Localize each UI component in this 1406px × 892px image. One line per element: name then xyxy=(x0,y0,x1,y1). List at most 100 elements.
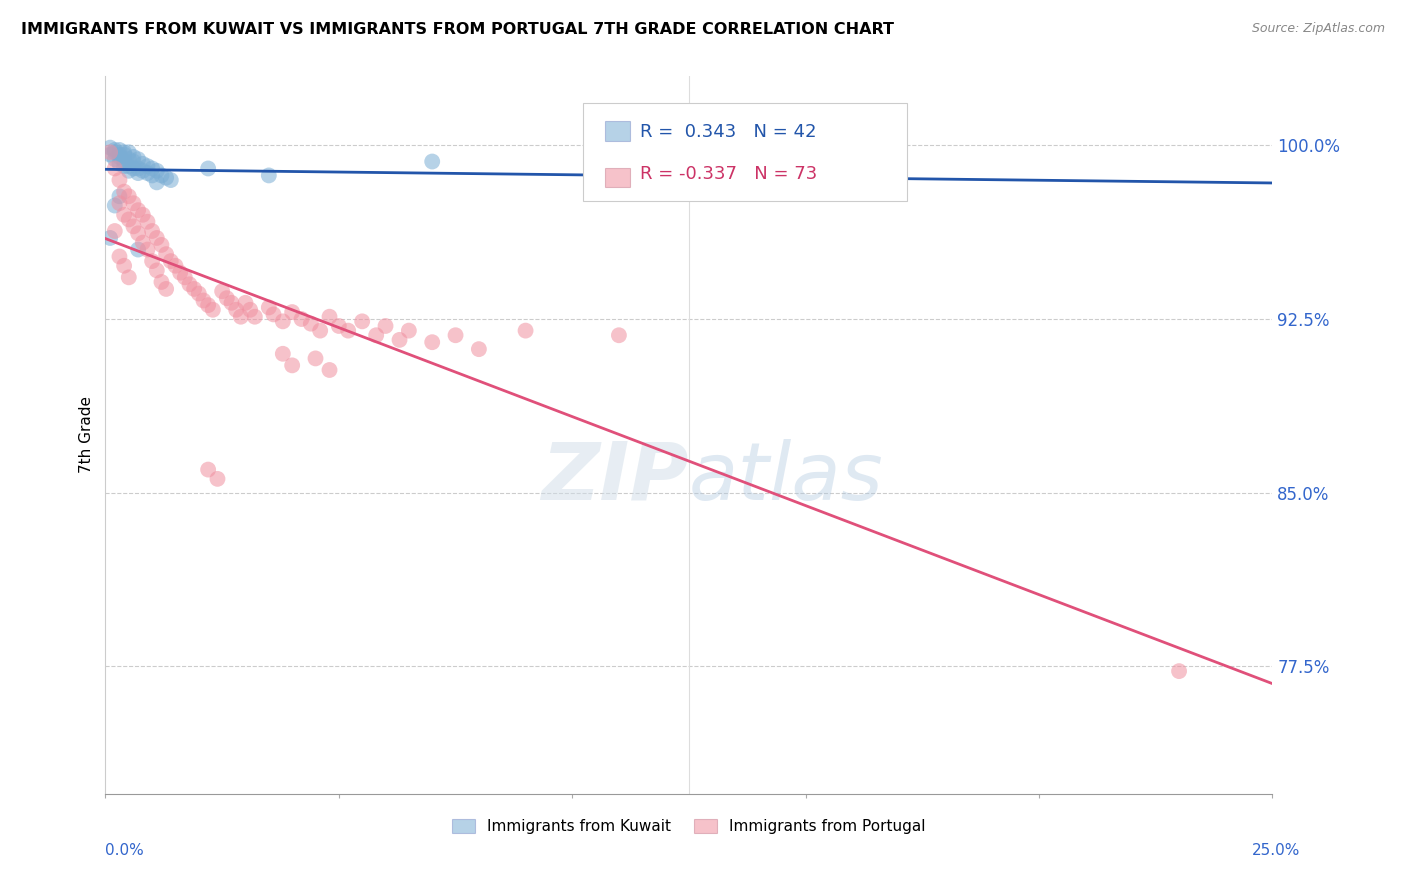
Point xyxy=(122,150,145,164)
Point xyxy=(146,231,169,245)
Text: IMMIGRANTS FROM KUWAIT VS IMMIGRANTS FROM PORTUGAL 7TH GRADE CORRELATION CHART: IMMIGRANTS FROM KUWAIT VS IMMIGRANTS FRO… xyxy=(21,22,894,37)
Point xyxy=(229,310,252,324)
Point xyxy=(271,347,294,361)
Point xyxy=(127,161,149,176)
Point xyxy=(304,351,326,366)
Point xyxy=(197,462,219,476)
Point xyxy=(150,169,173,183)
Point xyxy=(197,161,219,176)
Point xyxy=(112,145,135,160)
Point xyxy=(257,169,280,183)
Point xyxy=(420,154,443,169)
Point xyxy=(132,157,155,171)
Point xyxy=(112,159,135,173)
Point xyxy=(299,317,322,331)
Point xyxy=(122,161,145,176)
Point xyxy=(159,173,181,187)
Point xyxy=(104,145,127,160)
Point xyxy=(132,208,155,222)
Point xyxy=(468,342,491,356)
Point xyxy=(352,314,374,328)
Point xyxy=(374,318,396,333)
Point xyxy=(132,163,155,178)
Point xyxy=(146,163,169,178)
Point xyxy=(127,166,149,180)
Point xyxy=(98,145,121,160)
Point xyxy=(108,189,131,203)
Point xyxy=(290,312,312,326)
Point xyxy=(193,293,215,308)
Point xyxy=(585,170,607,185)
Point xyxy=(159,254,181,268)
Point xyxy=(243,310,266,324)
Text: ZIP: ZIP xyxy=(541,439,689,517)
Point xyxy=(136,166,159,180)
Point xyxy=(155,247,177,261)
Text: 25.0%: 25.0% xyxy=(1253,843,1301,858)
Point xyxy=(104,143,127,157)
Point xyxy=(221,295,243,310)
Point xyxy=(225,302,247,317)
Point xyxy=(118,163,141,178)
Point xyxy=(118,145,141,160)
Point xyxy=(108,157,131,171)
Point xyxy=(197,298,219,312)
Text: atlas: atlas xyxy=(689,439,884,517)
Point xyxy=(127,203,149,218)
Point xyxy=(215,291,238,305)
Point xyxy=(155,170,177,185)
Point xyxy=(108,250,131,264)
Point xyxy=(112,208,135,222)
Point xyxy=(118,189,141,203)
Point xyxy=(398,324,420,338)
Point xyxy=(104,152,127,166)
Point xyxy=(1168,664,1191,678)
Point xyxy=(108,147,131,161)
Point xyxy=(183,282,205,296)
Point xyxy=(271,314,294,328)
Point xyxy=(173,270,195,285)
Point xyxy=(141,224,163,238)
Text: 0.0%: 0.0% xyxy=(105,843,145,858)
Point xyxy=(211,284,233,298)
Point xyxy=(337,324,360,338)
Point xyxy=(388,333,411,347)
Point xyxy=(112,154,135,169)
Point xyxy=(98,231,121,245)
Point xyxy=(263,307,285,321)
Point xyxy=(132,235,155,250)
Y-axis label: 7th Grade: 7th Grade xyxy=(79,396,94,474)
Point xyxy=(235,295,257,310)
Point xyxy=(122,219,145,234)
Point xyxy=(112,259,135,273)
Point xyxy=(318,363,340,377)
Point xyxy=(108,150,131,164)
Point xyxy=(366,328,388,343)
Point xyxy=(108,173,131,187)
Point xyxy=(136,215,159,229)
Point xyxy=(318,310,340,324)
Point xyxy=(239,302,262,317)
Point xyxy=(165,259,187,273)
Point xyxy=(141,161,163,176)
Point xyxy=(118,270,141,285)
Point xyxy=(155,282,177,296)
Point xyxy=(201,302,224,317)
Point xyxy=(515,324,537,338)
Point xyxy=(187,286,209,301)
Text: R = -0.337   N = 73: R = -0.337 N = 73 xyxy=(640,165,817,183)
Text: Source: ZipAtlas.com: Source: ZipAtlas.com xyxy=(1251,22,1385,36)
Point xyxy=(118,212,141,227)
Point xyxy=(607,328,630,343)
Point xyxy=(179,277,201,292)
Point xyxy=(328,318,350,333)
Point xyxy=(127,227,149,241)
Point xyxy=(98,147,121,161)
Point xyxy=(122,154,145,169)
Point xyxy=(309,324,332,338)
Point xyxy=(141,169,163,183)
Point xyxy=(104,224,127,238)
Point xyxy=(207,472,229,486)
Point xyxy=(281,305,304,319)
Point xyxy=(136,243,159,257)
